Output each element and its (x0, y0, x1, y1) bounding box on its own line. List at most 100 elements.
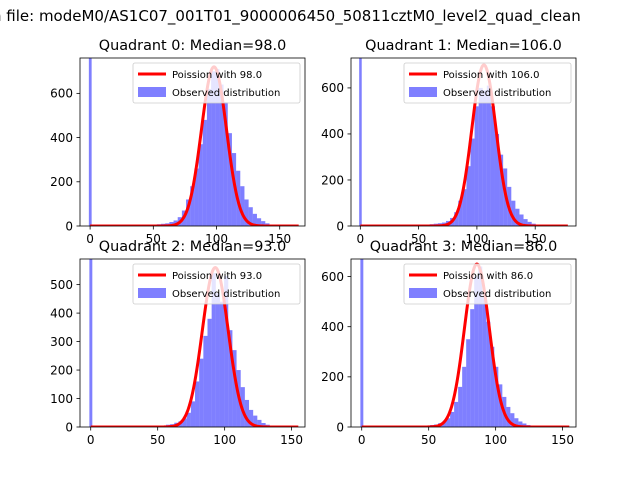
quadrant-1-title: Quadrant 1: Median=106.0 (365, 38, 562, 54)
quadrant-2-hist-bar (203, 335, 208, 427)
quadrant-3-ytick-label: 0 (336, 420, 344, 434)
quadrant-3-hist-bar (482, 296, 487, 427)
quadrant-2-legend-label-observed: Observed distribution (172, 289, 280, 300)
quadrant-2-legend-box (132, 263, 301, 305)
quadrant-0-hist-bar (261, 221, 266, 226)
quadrant-3-legend-box (403, 263, 572, 305)
quadrant-1-frame (350, 57, 577, 227)
quadrant-3-hist-bar (494, 366, 499, 427)
quadrant-1-hist-bar (482, 90, 487, 226)
quadrant-0-hist-bar (223, 102, 228, 226)
quadrant-2-hist-bar (219, 301, 225, 427)
quadrant-1-hist-bar (359, 58, 362, 226)
quadrant-2-hist-bar (257, 419, 262, 427)
quadrant-3-ytick-label: 400 (321, 320, 344, 334)
quadrant-2-axes: 0 50 100 150 0 100 200 300 400 500 Quadrant 2: Med… (50, 239, 306, 447)
quadrant-2-hist-bar (186, 412, 191, 427)
quadrant-3-hist-bar (522, 423, 527, 427)
quadrant-0-legend-label-poisson: Poission with 98.0 (172, 70, 262, 81)
quadrant-1-xtick-label: 150 (524, 232, 547, 246)
quadrant-2-ytick-label: 300 (50, 335, 73, 349)
quadrant-0-hist-bar (194, 168, 199, 226)
quadrant-0-hist-bar (248, 207, 253, 226)
quadrant-3-ytick-label: 600 (321, 270, 344, 284)
quadrant-1-legend-label-poisson: Poission with 106.0 (443, 70, 539, 81)
quadrant-2-hist-bar (228, 330, 233, 427)
quadrant-2-hist-bar (215, 293, 220, 427)
quadrant-3-ytick-label: 200 (321, 370, 344, 384)
quadrant-3-legend-label-poisson: Poission with 86.0 (443, 271, 533, 282)
quadrant-2-frame (79, 258, 306, 428)
quadrant-2-ytick-label: 200 (50, 363, 73, 377)
quadrant-3-xtick-label: 50 (421, 433, 436, 447)
quadrant-2-hist-bar (199, 358, 204, 427)
quadrant-0-xtick-label: 50 (146, 232, 161, 246)
quadrant-3-hist-bar (466, 339, 471, 427)
quadrant-0-legend-bar-swatch (138, 87, 166, 97)
quadrant-0-hist-bar (88, 58, 92, 226)
quadrant-1-hist-bar (462, 189, 467, 226)
quadrant-3-xtick-label: 0 (358, 433, 366, 447)
quadrant-0-hist-bar (240, 186, 245, 226)
quadrant-1-hist-bar (454, 212, 459, 226)
quadrant-0-hist-bar (256, 218, 262, 226)
quadrant-0-legend: Poission with 98.0 Observed distribution (132, 62, 301, 104)
quadrant-0-hist-bar (211, 71, 216, 226)
quadrant-1-hist-bar (511, 200, 516, 226)
quadrant-2-hist-bar (253, 415, 258, 427)
subplots-grid: 0 50 100 150 0 200 400 600 Quadrant 0: Median=98… (50, 38, 577, 447)
quadrant-0-hist-bar (252, 213, 257, 226)
quadrant-1-legend: Poission with 106.0 Observed distribution (403, 62, 572, 104)
quadrant-2-xtick-label: 100 (213, 433, 236, 447)
quadrant-2-hist-bar (211, 273, 216, 427)
quadrant-3-hist-bar (454, 401, 459, 427)
quadrant-1-hist-bar (486, 85, 491, 226)
quadrant-3-hist-bar (470, 309, 475, 427)
quadrant-1-legend-bar-swatch (409, 87, 437, 97)
quadrant-0-ytick-label: 0 (65, 219, 73, 233)
quadrant-1-ytick-label: 200 (321, 173, 344, 187)
quadrant-2-hist-bar (207, 318, 212, 427)
quadrant-3-legend-label-observed: Observed distribution (443, 289, 551, 300)
quadrant-3-frame (350, 258, 577, 428)
quadrant-0-hist-bar (186, 199, 191, 226)
quadrant-1-hist-bar (478, 87, 483, 226)
quadrant-0-ytick-label: 600 (50, 87, 73, 101)
quadrant-0-xtick-label: 100 (205, 232, 228, 246)
quadrant-3-hist-bar (474, 276, 479, 427)
quadrant-3-legend-bar-swatch (409, 288, 437, 298)
quadrant-2-hist-bar (182, 418, 187, 427)
quadrant-1-hist-bar (490, 106, 495, 226)
quadrant-3-poisson-line (360, 262, 571, 427)
quadrant-1-hist-bar (494, 133, 500, 226)
quadrant-3-title: Quadrant 3: Median=86.0 (370, 239, 558, 255)
quadrant-3-hist-bar (462, 366, 467, 427)
quadrant-2-hist-bar (89, 259, 93, 427)
quadrant-1-axes: 0 50 100 150 0 200 400 600 Quadrant 1: Median=10… (321, 38, 577, 246)
quadrant-1-hist-bar (519, 214, 524, 226)
quadrant-1-xtick-label: 100 (465, 232, 488, 246)
quadrant-2-xtick-label: 50 (150, 433, 165, 447)
quadrant-2-legend: Poission with 93.0 Observed distribution (132, 263, 301, 305)
quadrant-1-hist-bar (499, 154, 504, 226)
quadrant-1-hist-bar (458, 200, 463, 226)
quadrant-2-hist-bar (249, 409, 254, 427)
quadrant-3-xtick-label: 150 (551, 433, 574, 447)
quadrant-2-hist-bar (232, 350, 237, 427)
quadrant-0-hist-bar (227, 133, 232, 226)
quadrant-1-xtick-label: 0 (357, 232, 365, 246)
quadrant-2-xtick-label: 0 (87, 433, 95, 447)
quadrant-3-hist-bar (498, 384, 503, 427)
quadrant-2-ytick-label: 500 (50, 278, 73, 292)
quadrant-0-hist-bar (215, 69, 220, 226)
quadrant-0-legend-box (132, 62, 301, 104)
quadrant-2-legend-bar-swatch (138, 288, 166, 298)
quadrant-0-ytick-label: 400 (50, 131, 73, 145)
quadrant-0-xtick-label: 150 (268, 232, 291, 246)
quadrant-0-hist-bar (190, 186, 195, 226)
quadrant-3-hist-bar (510, 413, 515, 427)
quadrant-2-ytick-label: 100 (50, 392, 73, 406)
figure-suptitle: n file: modeM0/AS1C07_001T01_9000006450_… (0, 7, 581, 26)
quadrant-2-hist-bar (224, 276, 229, 427)
